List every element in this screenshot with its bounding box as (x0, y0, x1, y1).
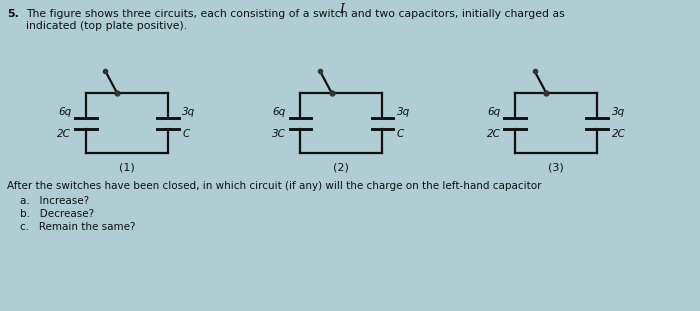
Text: 2C: 2C (486, 129, 500, 139)
Text: 2C: 2C (57, 129, 71, 139)
Text: C: C (397, 129, 405, 139)
Text: c.   Remain the same?: c. Remain the same? (20, 222, 135, 232)
Text: (1): (1) (119, 162, 134, 172)
Text: 3C: 3C (272, 129, 286, 139)
Text: 5.: 5. (7, 9, 19, 19)
Text: 6q: 6q (487, 107, 500, 117)
Text: After the switches have been closed, in which circuit (if any) will the charge o: After the switches have been closed, in … (7, 181, 541, 191)
Text: 6q: 6q (272, 107, 286, 117)
Text: b.   Decrease?: b. Decrease? (20, 209, 94, 219)
Text: C: C (183, 129, 190, 139)
Text: 3q: 3q (397, 107, 410, 117)
Text: (2): (2) (333, 162, 349, 172)
Text: The figure shows three circuits, each consisting of a switch and two capacitors,: The figure shows three circuits, each co… (27, 9, 565, 30)
Text: (3): (3) (548, 162, 564, 172)
Text: 3q: 3q (183, 107, 196, 117)
Text: 3q: 3q (612, 107, 625, 117)
Text: a.   Increase?: a. Increase? (20, 196, 89, 206)
Text: 6q: 6q (58, 107, 71, 117)
Text: I: I (339, 3, 344, 16)
Text: 2C: 2C (612, 129, 626, 139)
